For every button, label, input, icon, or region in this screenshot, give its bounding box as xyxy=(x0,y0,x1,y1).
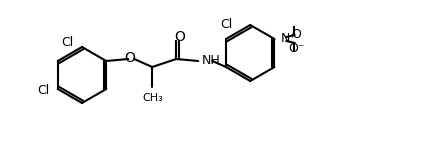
Text: O: O xyxy=(174,30,185,44)
Text: Cl: Cl xyxy=(62,36,74,49)
Text: O: O xyxy=(292,27,301,41)
Text: CH₃: CH₃ xyxy=(143,93,164,103)
Text: Cl: Cl xyxy=(38,84,50,97)
Text: NH: NH xyxy=(202,54,221,68)
Text: O⁻: O⁻ xyxy=(288,43,305,56)
Text: N⁺: N⁺ xyxy=(281,32,297,46)
Text: O: O xyxy=(124,51,135,65)
Text: Cl: Cl xyxy=(220,18,232,31)
